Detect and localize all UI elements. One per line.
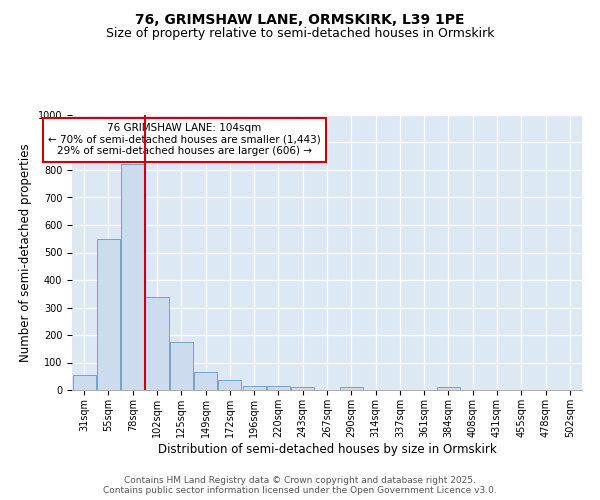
Bar bbox=[145, 296, 169, 390]
Bar bbox=[291, 387, 314, 390]
Bar bbox=[97, 239, 120, 390]
Text: Contains HM Land Registry data © Crown copyright and database right 2025.
Contai: Contains HM Land Registry data © Crown c… bbox=[103, 476, 497, 495]
Bar bbox=[121, 164, 144, 390]
Bar bbox=[242, 386, 266, 390]
Bar bbox=[340, 387, 363, 390]
Text: Size of property relative to semi-detached houses in Ormskirk: Size of property relative to semi-detach… bbox=[106, 28, 494, 40]
Text: 76, GRIMSHAW LANE, ORMSKIRK, L39 1PE: 76, GRIMSHAW LANE, ORMSKIRK, L39 1PE bbox=[135, 12, 465, 26]
Text: 76 GRIMSHAW LANE: 104sqm
← 70% of semi-detached houses are smaller (1,443)
29% o: 76 GRIMSHAW LANE: 104sqm ← 70% of semi-d… bbox=[48, 123, 320, 156]
Bar bbox=[267, 386, 290, 390]
X-axis label: Distribution of semi-detached houses by size in Ormskirk: Distribution of semi-detached houses by … bbox=[158, 442, 496, 456]
Bar bbox=[194, 372, 217, 390]
Bar bbox=[218, 380, 241, 390]
Bar bbox=[73, 375, 95, 390]
Bar bbox=[170, 342, 193, 390]
Y-axis label: Number of semi-detached properties: Number of semi-detached properties bbox=[19, 143, 32, 362]
Bar bbox=[437, 387, 460, 390]
